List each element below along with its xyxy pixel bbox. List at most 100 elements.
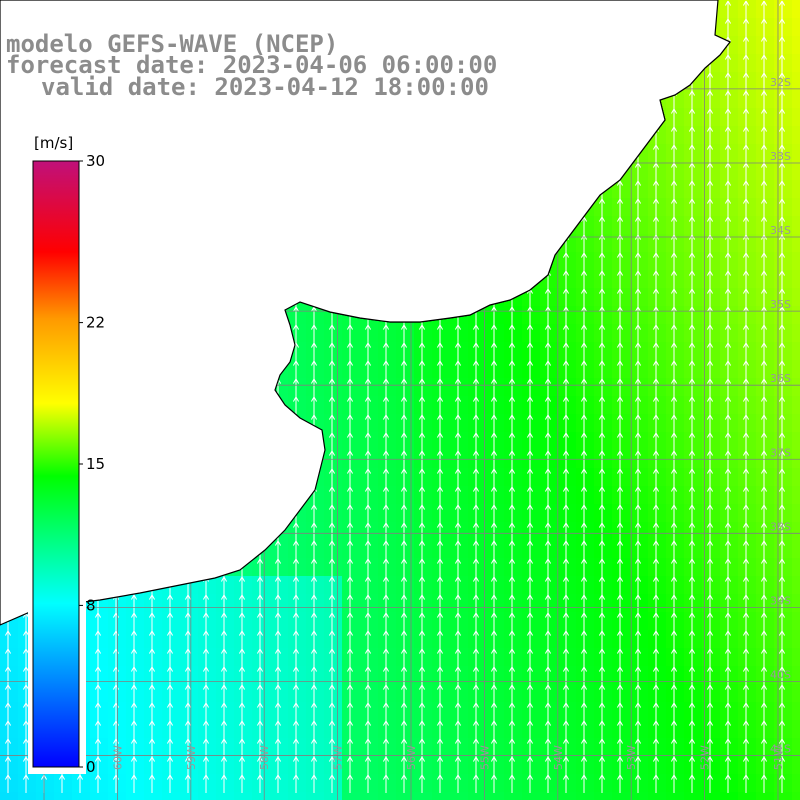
wind-cell bbox=[702, 756, 721, 775]
wind-cell bbox=[414, 630, 433, 649]
wind-cell bbox=[342, 360, 361, 379]
wind-cell bbox=[360, 720, 379, 739]
wind-cell bbox=[522, 756, 541, 775]
wind-cell bbox=[666, 792, 685, 800]
wind-cell bbox=[756, 0, 775, 19]
wind-cell bbox=[504, 738, 523, 757]
wind-cell bbox=[540, 558, 559, 577]
wind-cell bbox=[756, 468, 775, 487]
wind-cell bbox=[612, 432, 631, 451]
wind-cell bbox=[594, 378, 613, 397]
wind-cell bbox=[288, 702, 307, 721]
wind-cell bbox=[486, 612, 505, 631]
wind-cell bbox=[774, 36, 793, 55]
wind-cell bbox=[378, 738, 397, 757]
wind-cell bbox=[792, 144, 800, 163]
wind-cell bbox=[738, 648, 757, 667]
wind-cell bbox=[774, 468, 793, 487]
wind-cell bbox=[486, 576, 505, 595]
wind-cell bbox=[702, 468, 721, 487]
wind-cell bbox=[648, 612, 667, 631]
wind-cell bbox=[414, 378, 433, 397]
wind-cell bbox=[558, 738, 577, 757]
wind-cell bbox=[198, 720, 217, 739]
wind-cell bbox=[270, 612, 289, 631]
wind-cell bbox=[396, 324, 415, 343]
wind-cell bbox=[342, 504, 361, 523]
wind-cell bbox=[738, 324, 757, 343]
wind-cell bbox=[702, 378, 721, 397]
wind-cell bbox=[648, 342, 667, 361]
wind-cell bbox=[684, 288, 703, 307]
lat-tick-label: 39S bbox=[770, 594, 791, 607]
wind-cell bbox=[756, 558, 775, 577]
wind-cell bbox=[234, 792, 253, 800]
wind-cell bbox=[738, 270, 757, 289]
wind-cell bbox=[378, 630, 397, 649]
wind-cell bbox=[774, 648, 793, 667]
wind-cell bbox=[486, 414, 505, 433]
wind-cell bbox=[702, 342, 721, 361]
wind-cell bbox=[270, 540, 289, 559]
wind-cell bbox=[648, 684, 667, 703]
wind-cell bbox=[180, 738, 199, 757]
wind-cell bbox=[432, 630, 451, 649]
wind-cell bbox=[396, 432, 415, 451]
wind-cell bbox=[684, 126, 703, 145]
wind-cell bbox=[576, 414, 595, 433]
wind-cell bbox=[450, 522, 469, 541]
wind-cell bbox=[720, 792, 739, 800]
wind-cell bbox=[702, 432, 721, 451]
wind-cell bbox=[576, 666, 595, 685]
wind-cell bbox=[216, 702, 235, 721]
wind-cell bbox=[792, 342, 800, 361]
wind-cell bbox=[288, 756, 307, 775]
wind-cell bbox=[702, 630, 721, 649]
wind-cell bbox=[378, 468, 397, 487]
wind-cell bbox=[774, 90, 793, 109]
wind-cell bbox=[468, 576, 487, 595]
wind-cell bbox=[288, 792, 307, 800]
wind-cell bbox=[342, 738, 361, 757]
wind-cell bbox=[792, 522, 800, 541]
wind-cell bbox=[792, 702, 800, 721]
wind-cell bbox=[684, 522, 703, 541]
wind-cell bbox=[486, 486, 505, 505]
wind-cell bbox=[666, 306, 685, 325]
wind-cell bbox=[630, 396, 649, 415]
wind-cell bbox=[666, 126, 685, 145]
wind-cell bbox=[630, 162, 649, 181]
wind-cell bbox=[738, 756, 757, 775]
wind-cell bbox=[342, 702, 361, 721]
wind-cell bbox=[792, 540, 800, 559]
wind-cell bbox=[414, 504, 433, 523]
wind-cell bbox=[486, 630, 505, 649]
wind-cell bbox=[396, 360, 415, 379]
wind-cell bbox=[414, 396, 433, 415]
wind-cell bbox=[180, 594, 199, 613]
wind-cell bbox=[612, 342, 631, 361]
wind-cell bbox=[468, 558, 487, 577]
wind-cell bbox=[522, 324, 541, 343]
wind-cell bbox=[666, 162, 685, 181]
wind-cell bbox=[270, 648, 289, 667]
wind-cell bbox=[288, 378, 307, 397]
wind-cell bbox=[216, 792, 235, 800]
lat-tick-label: 41S bbox=[770, 743, 791, 756]
wind-cell bbox=[612, 702, 631, 721]
wind-cell bbox=[630, 504, 649, 523]
wind-cell bbox=[522, 432, 541, 451]
wind-cell bbox=[792, 756, 800, 775]
wind-cell bbox=[612, 486, 631, 505]
wind-cell bbox=[270, 666, 289, 685]
wind-cell bbox=[774, 432, 793, 451]
wind-cell bbox=[396, 648, 415, 667]
wind-cell bbox=[666, 558, 685, 577]
wind-cell bbox=[720, 252, 739, 271]
wind-cell bbox=[558, 288, 577, 307]
wind-cell bbox=[648, 648, 667, 667]
wind-cell bbox=[270, 558, 289, 577]
wind-cell bbox=[306, 702, 325, 721]
wind-cell bbox=[414, 522, 433, 541]
wind-cell bbox=[774, 144, 793, 163]
